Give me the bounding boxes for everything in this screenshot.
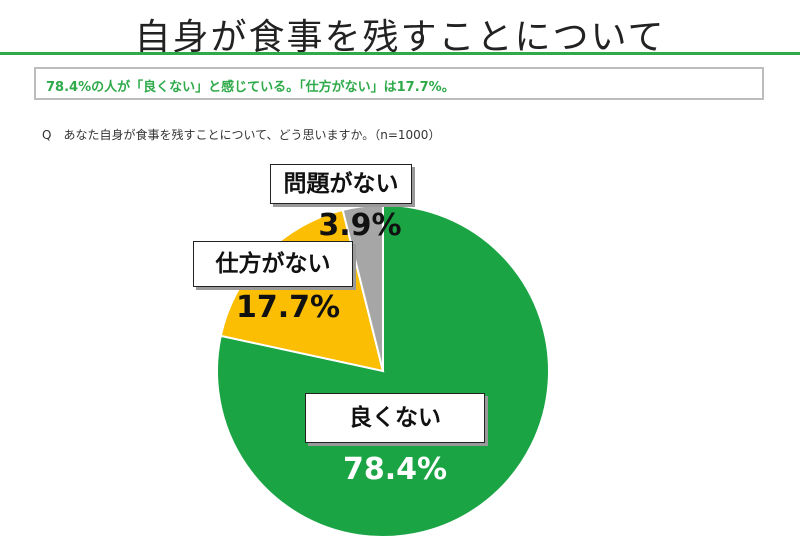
survey-question: Q あなた自身が食事を残すことについて、どう思いますか。（n=1000） bbox=[42, 128, 441, 142]
page-title: 自身が食事を残すことについて bbox=[134, 17, 666, 58]
summary-box: 78.4%の人が「良くない」と感じている。「仕方がない」は17.7%。 bbox=[34, 67, 764, 100]
slice-value-no-problem: 3.9% bbox=[318, 208, 402, 243]
slice-value-good: 78.4% bbox=[342, 452, 448, 487]
slice-value-unavoidable: 17.7% bbox=[235, 290, 341, 325]
title-divider bbox=[0, 52, 800, 55]
slice-label-no-problem: 問題がない bbox=[270, 164, 412, 204]
slice-label-unavoidable: 仕方がない bbox=[193, 241, 353, 287]
slice-label-good: 良くない bbox=[305, 393, 485, 443]
summary-text: 78.4%の人が「良くない」と感じている。「仕方がない」は17.7%。 bbox=[46, 80, 455, 95]
